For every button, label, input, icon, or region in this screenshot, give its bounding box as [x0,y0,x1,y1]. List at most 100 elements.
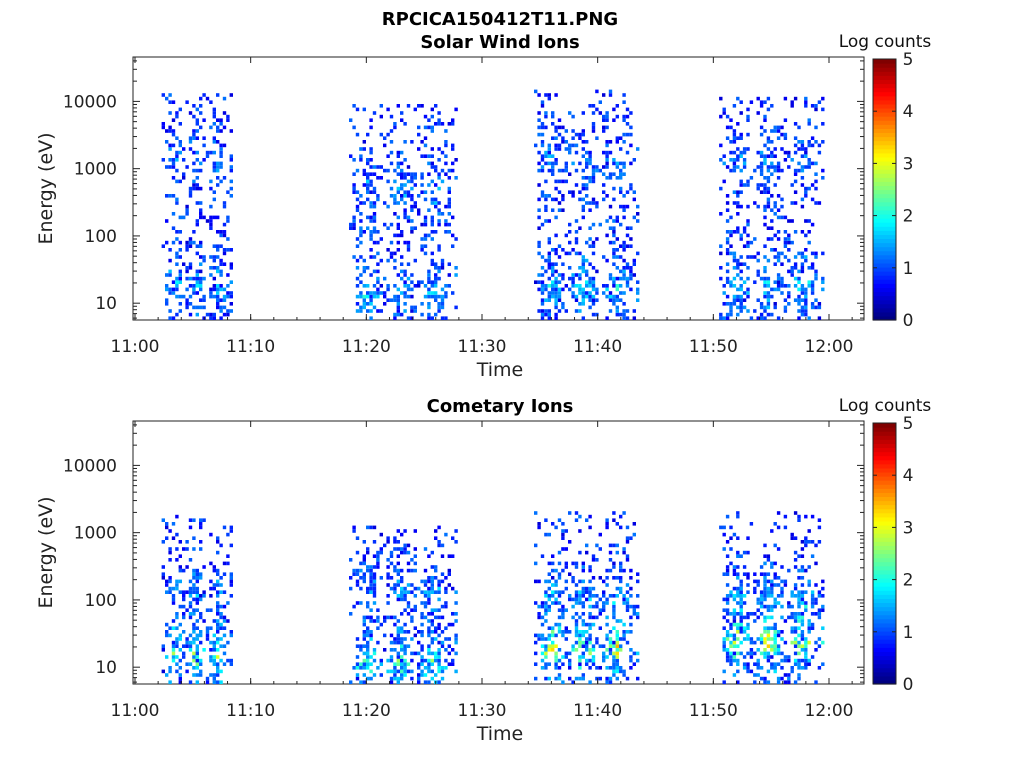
heatmap-cell [585,543,589,548]
heatmap-cell [551,561,555,566]
heatmap-cell [209,186,213,191]
heatmap-cell [396,540,400,544]
heatmap-cell [602,601,606,605]
heatmap-cell [540,302,545,306]
heatmap-cell [602,604,606,609]
heatmap-cell [209,266,213,270]
heatmap-cell [732,165,737,169]
heatmap-cell [396,104,400,108]
heatmap-cell [454,305,458,310]
heatmap-cell [571,644,575,648]
heatmap-cell [216,176,220,180]
heatmap-cell [766,590,771,594]
heatmap-cell [581,255,585,259]
heatmap-cell [807,284,811,288]
heatmap-cell [219,230,223,234]
heatmap-cell [362,172,366,176]
heatmap-cell [366,302,370,306]
heatmap-cell [725,658,730,663]
heatmap-cell [216,630,220,634]
heatmap-cell [192,136,196,140]
colorbar-step [873,439,896,444]
colorbar-step [873,508,896,514]
heatmap-cell [591,658,596,663]
heatmap-cell [585,630,589,634]
heatmap-cell [366,644,370,648]
heatmap-cell [430,294,434,299]
heatmap-cell [165,298,169,302]
colorbar-step [873,582,896,587]
heatmap-cell [451,168,455,173]
colorbar-step [873,675,896,681]
heatmap-cell [800,140,805,144]
heatmap-cell [393,194,397,198]
heatmap-cell [608,172,613,176]
heatmap-cell [729,594,733,598]
heatmap-cell [161,122,165,126]
heatmap-cell [581,287,585,292]
heatmap-cell [192,287,196,292]
heatmap-cell [386,583,390,587]
heatmap-cell [612,284,616,288]
heatmap-cell [372,269,377,274]
heatmap-cell [440,294,445,299]
heatmap-cell [817,525,822,530]
heatmap-cell [219,284,223,288]
heatmap-cell [420,172,424,176]
heatmap-cell [547,143,551,148]
heatmap-cell [188,244,193,248]
heatmap-cell [722,111,726,115]
heatmap-cell [434,266,438,270]
heatmap-cell [192,161,196,166]
heatmap-cell [742,630,747,634]
heatmap-cell [605,154,609,158]
heatmap-cell [386,594,390,598]
heatmap-cell [595,89,599,94]
heatmap-cell [612,669,616,674]
heatmap-cell [410,676,414,681]
heatmap-cell [602,150,606,155]
heatmap-cell [383,201,387,205]
heatmap-cell [396,568,400,573]
heatmap-cell [561,168,565,173]
colorbar-step [873,230,896,235]
heatmap-cell [362,294,366,299]
heatmap-cell [430,630,434,634]
heatmap-cell [793,255,798,259]
heatmap-cell [622,100,626,104]
heatmap-cell [800,176,805,180]
heatmap-cell [366,547,370,551]
heatmap-cell [400,262,404,266]
heatmap-cell [773,583,777,587]
heatmap-cell [793,284,798,288]
heatmap-cell [807,658,811,663]
heatmap-cell [195,312,199,317]
heatmap-cell [434,637,438,641]
heatmap-cell [588,586,592,591]
heatmap-cell [759,633,764,638]
heatmap-cell [393,316,397,320]
heatmap-cell [742,565,747,569]
heatmap-cell [561,273,565,277]
heatmap-cell [540,658,545,663]
heatmap-cell [581,604,585,609]
heatmap-cell [389,561,394,566]
heatmap-cell [780,676,784,681]
heatmap-cell [568,597,572,602]
heatmap-cell [821,626,825,630]
heatmap-cell [739,100,743,104]
heatmap-cell [168,550,172,555]
heatmap-cell [188,136,193,140]
heatmap-cell [406,601,411,605]
heatmap-cell [763,118,767,122]
heatmap-cell [773,147,777,151]
heatmap-cell [581,298,585,302]
heatmap-cell [804,298,808,302]
heatmap-cell [804,165,808,169]
colorbar-step [873,427,896,432]
heatmap-cell [212,140,216,144]
heatmap-cell [783,215,788,220]
heatmap-cell [171,226,176,230]
heatmap-cell [175,640,179,645]
heatmap-cell [807,529,811,533]
